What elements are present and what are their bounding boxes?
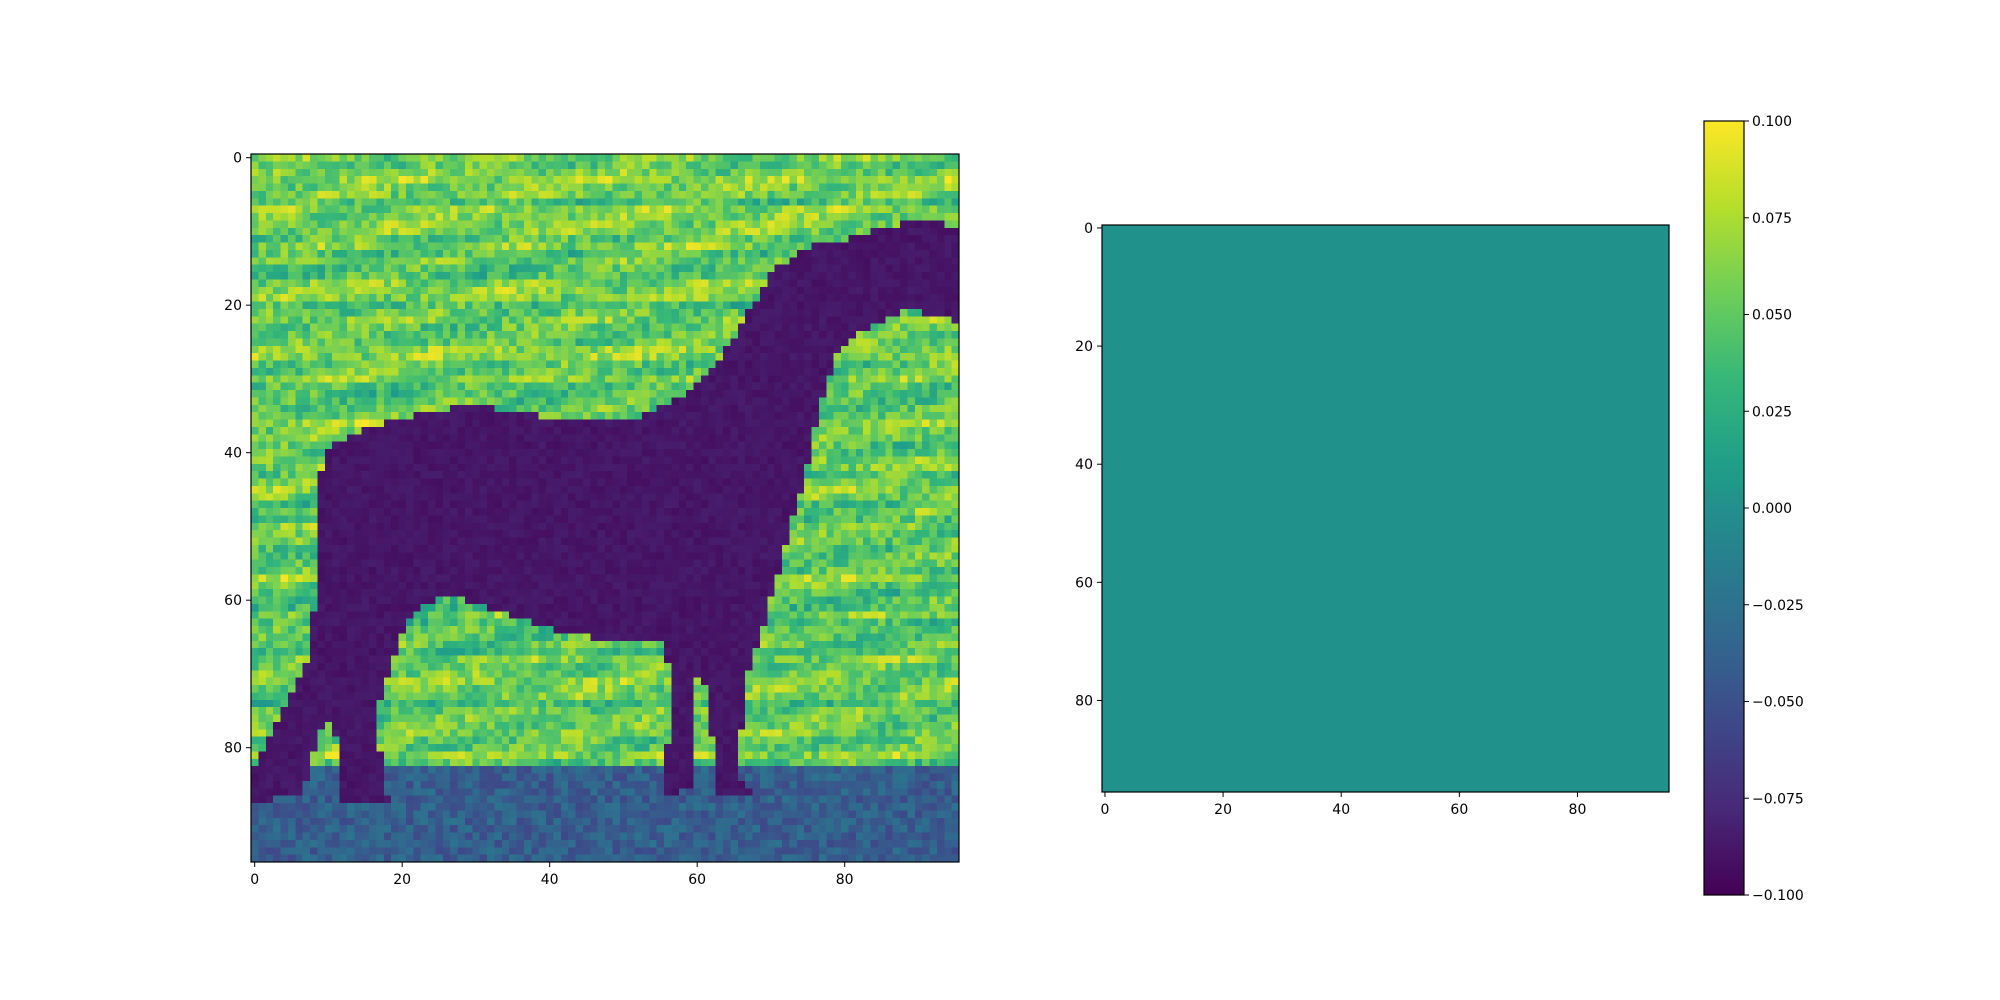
right-axes-frame [1101, 224, 1670, 793]
image-panel-right: 0 20 40 60 80 0 20 40 60 80 [1075, 221, 1670, 818]
left-x-tick-label: 0 [250, 872, 259, 888]
colorbar-ticks: 0.100 0.075 0.050 0.025 0.000 −0.025 −0.050 −0.… [1744, 114, 1804, 904]
colorbar-tick-label: −0.075 [1752, 791, 1804, 807]
right-x-tick-label: 20 [1214, 802, 1232, 818]
right-x-tick-label: 60 [1450, 802, 1468, 818]
colorbar-tick-label: 0.025 [1752, 404, 1792, 420]
left-y-tick-label: 80 [224, 741, 242, 757]
right-x-axis: 0 20 40 60 80 [1100, 792, 1586, 818]
colorbar-tick-label: 0.050 [1752, 308, 1792, 324]
left-y-tick-label: 0 [233, 151, 242, 167]
left-x-tick-label: 20 [393, 872, 411, 888]
left-x-axis: 0 20 40 60 80 [250, 862, 854, 888]
left-y-tick-label: 40 [224, 446, 242, 462]
right-y-tick-label: 40 [1075, 457, 1093, 473]
colorbar-gradient [1704, 121, 1744, 895]
left-x-tick-label: 60 [688, 872, 706, 888]
right-y-tick-label: 20 [1075, 339, 1093, 355]
right-y-axis: 0 20 40 60 80 [1075, 221, 1102, 709]
colorbar-tick-label: 0.100 [1752, 114, 1792, 130]
colorbar: 0.100 0.075 0.050 0.025 0.000 −0.025 −0.050 −0.… [1703, 114, 1804, 904]
uniform-image [1102, 225, 1669, 792]
colorbar-tick-label: −0.100 [1752, 888, 1804, 904]
colorbar-tick-label: −0.025 [1752, 598, 1804, 614]
colorbar-tick-label: −0.050 [1752, 695, 1804, 711]
right-y-tick-label: 0 [1084, 221, 1093, 237]
left-y-axis: 0 20 40 60 80 [224, 151, 251, 757]
horse-image [251, 154, 959, 862]
right-x-tick-label: 80 [1569, 802, 1587, 818]
colorbar-tick-label: 0.075 [1752, 211, 1792, 227]
left-y-tick-label: 20 [224, 298, 242, 314]
left-x-tick-label: 80 [836, 872, 854, 888]
right-y-tick-label: 80 [1075, 693, 1093, 709]
right-x-tick-label: 40 [1332, 802, 1350, 818]
colorbar-tick-label: 0.000 [1752, 501, 1792, 517]
left-y-tick-label: 60 [224, 593, 242, 609]
right-x-tick-label: 0 [1100, 802, 1109, 818]
image-panel-left: 0 20 40 60 80 0 20 40 60 80 [224, 151, 960, 888]
left-axes-frame [250, 153, 960, 863]
right-y-tick-label: 60 [1075, 575, 1093, 591]
left-x-tick-label: 40 [541, 872, 559, 888]
